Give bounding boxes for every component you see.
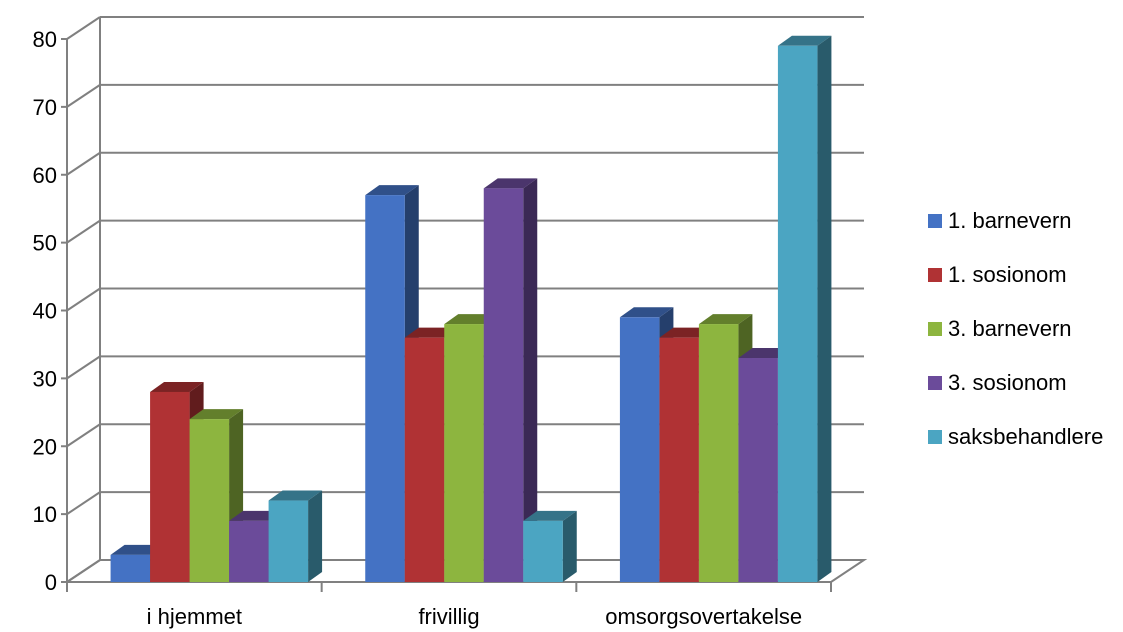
bar-front (619, 317, 660, 582)
bar-top (523, 510, 577, 521)
legend-label: 3. sosionom (948, 370, 1067, 395)
bar-top (150, 381, 204, 392)
bar-side (817, 35, 832, 583)
bar-front (777, 45, 818, 583)
bar-front (659, 337, 699, 582)
y-tick-label: 30 (33, 366, 57, 391)
bar (483, 178, 538, 582)
y-tick-label: 10 (33, 502, 57, 527)
bar-front (365, 195, 405, 583)
bar-front (523, 520, 563, 582)
legend-label: 1. sosionom (948, 262, 1067, 287)
legend-label: 3. barnevern (948, 316, 1072, 341)
y-tick-label: 20 (33, 434, 57, 459)
legend-item: 1. sosionom (928, 248, 1118, 302)
grid-line-side (66, 423, 101, 448)
bar-front (229, 520, 269, 582)
bar-front (189, 419, 230, 582)
legend-item: 3. sosionom (928, 356, 1118, 410)
bar (523, 510, 577, 582)
bar-top (483, 178, 538, 189)
grid-line-side (66, 151, 101, 176)
bar-front (404, 337, 445, 582)
bar-top (268, 490, 323, 501)
bar (268, 490, 323, 582)
y-tick-label: 60 (33, 163, 57, 188)
legend-swatch (928, 376, 942, 390)
legend-swatch (928, 430, 942, 444)
bar-top (365, 185, 419, 196)
bar-front (150, 391, 190, 582)
x-category-label: frivillig (418, 604, 479, 629)
bar (777, 35, 832, 583)
legend: 1. barnevern 1. sosionom 3. barnevern 3. so… (928, 194, 1118, 464)
bar-front (483, 188, 524, 582)
bar-side (562, 510, 577, 582)
y-tick-label: 40 (33, 299, 57, 324)
legend-swatch (928, 214, 942, 228)
bar-top (777, 35, 832, 46)
grid-line-side (66, 287, 101, 312)
bar-top (619, 307, 674, 318)
bar-front (110, 554, 151, 582)
y-tick-label: 70 (33, 95, 57, 120)
x-category-label: i hjemmet (147, 604, 242, 629)
grid-line-side (66, 219, 101, 244)
y-tick-label: 50 (33, 231, 57, 256)
y-tick-label: 0 (45, 570, 57, 595)
bar-top (698, 314, 753, 325)
bar-front (738, 358, 778, 582)
bar-front (268, 500, 309, 582)
bar-side (523, 178, 538, 582)
bars (110, 35, 832, 583)
legend-swatch (928, 268, 942, 282)
legend-item: 3. barnevern (928, 302, 1118, 356)
x-category-label: omsorgsovertakelse (605, 604, 802, 629)
bar-side (308, 490, 323, 582)
legend-label: 1. barnevern (948, 208, 1072, 233)
legend-item: saksbehandlere (928, 410, 1118, 464)
grid-line-side (66, 84, 101, 108)
y-tick-label: 80 (33, 27, 57, 52)
grid-line-side (66, 16, 101, 40)
bar-top (189, 409, 244, 420)
bar-front (444, 324, 484, 582)
legend-item: 1. barnevern (928, 194, 1118, 248)
grid-line-side (66, 491, 101, 515)
bar-front (698, 324, 739, 582)
legend-label: saksbehandlere (948, 424, 1104, 449)
axes (61, 17, 868, 592)
axis-labels: 0 10 20 30 40 50 60 70 80 i hjemmet frivillig omsor… (33, 27, 803, 629)
legend-swatch (928, 322, 942, 336)
grid-line-side (66, 355, 101, 380)
